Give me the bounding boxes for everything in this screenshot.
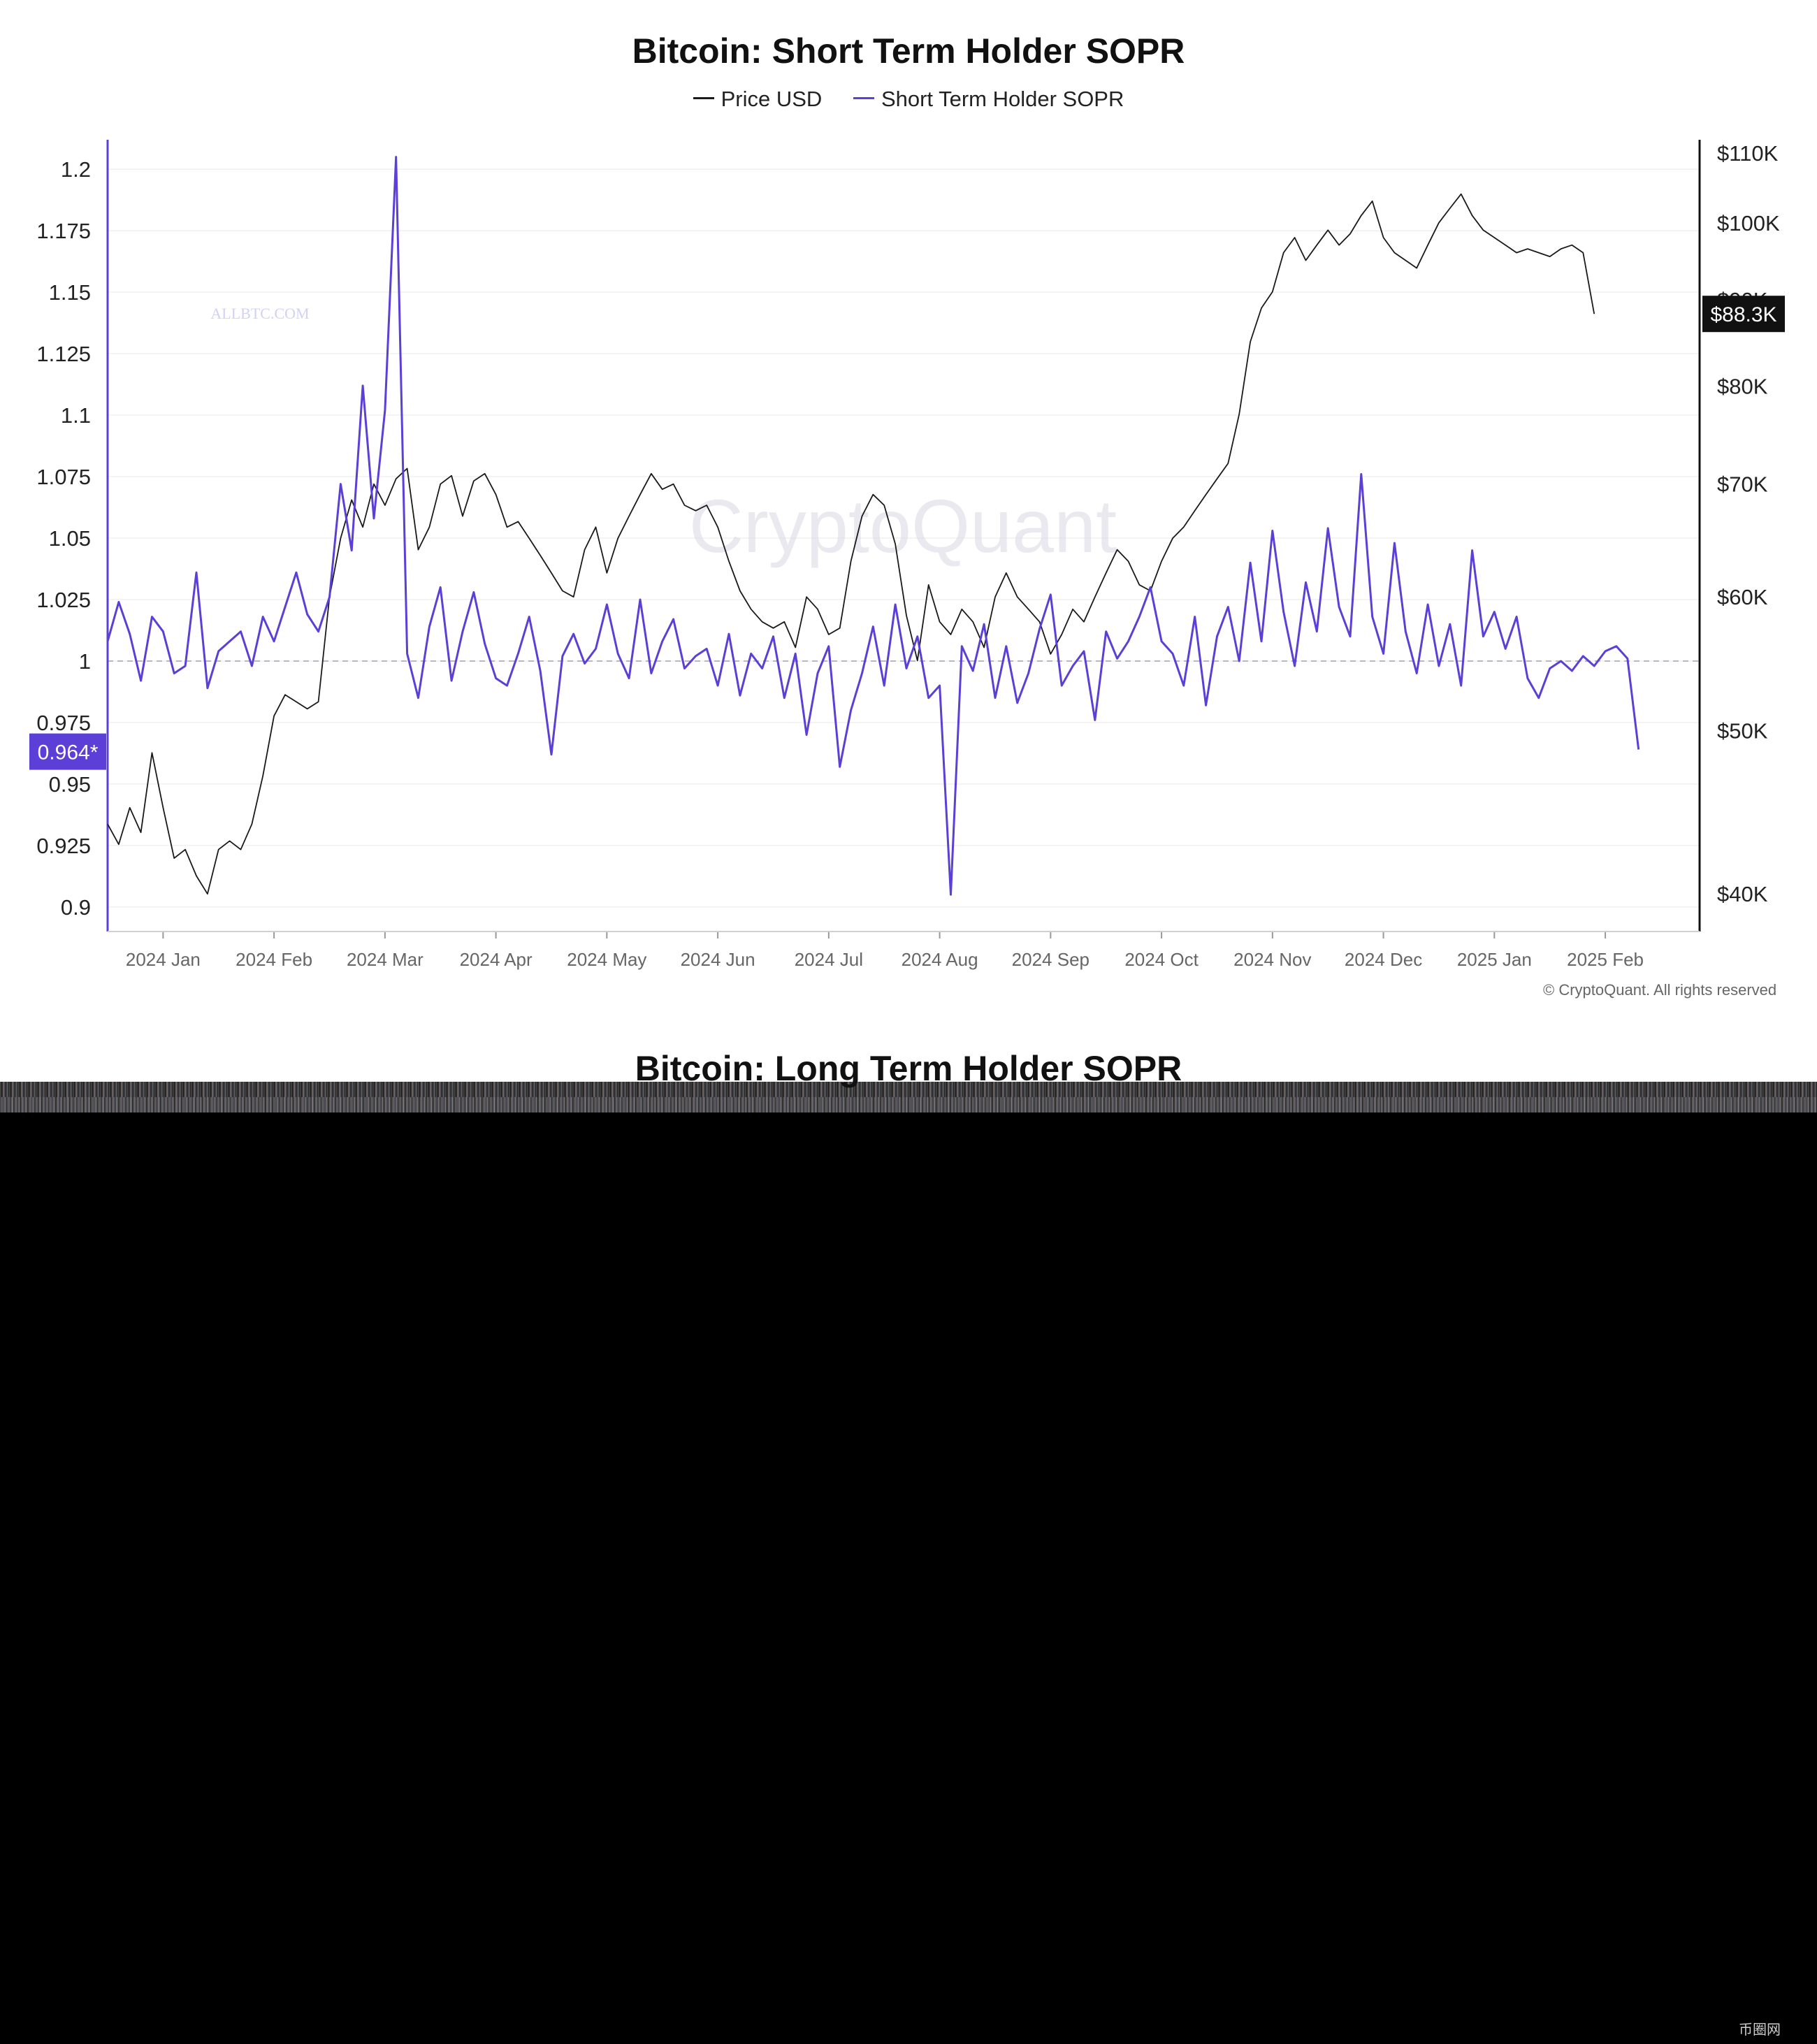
sopr-badge-label: 0.964*	[38, 741, 99, 764]
x-tick-label: 2025 Feb	[1567, 949, 1644, 970]
x-tick-label: 2024 Oct	[1124, 949, 1199, 970]
right-tick-label: $70K	[1717, 472, 1768, 497]
legend: Price USD Short Term Holder SOPR	[0, 87, 1817, 112]
x-tick-label: 2024 Sep	[1012, 949, 1090, 970]
corner-logo: 币圈网	[1739, 2022, 1781, 2038]
x-tick-label: 2024 Jun	[681, 949, 755, 970]
legend-swatch-price	[693, 97, 714, 100]
left-tick-label: 0.95	[49, 772, 91, 797]
left-tick-label: 1.2	[61, 157, 91, 182]
x-tick-label: 2024 Jan	[126, 949, 201, 970]
x-tick-label: 2024 Jul	[795, 949, 863, 970]
left-tick-label: 0.925	[36, 834, 91, 858]
badge-layer: $88.3K 0.964*	[29, 296, 1785, 770]
chart-title: Bitcoin: Short Term Holder SOPR	[632, 31, 1185, 71]
left-tick-label: 0.9	[61, 895, 91, 920]
right-tick-label: $80K	[1717, 375, 1768, 399]
right-tick-label: $60K	[1717, 585, 1768, 609]
price-badge-label: $88.3K	[1710, 303, 1776, 326]
left-tick-label: 1	[79, 649, 91, 674]
left-tick-label: 1.1	[61, 403, 91, 428]
chart-svg[interactable]: CryptoQuant ALLBTC.COM 0.9 0.925 0.95 0.975…	[0, 0, 1817, 1082]
right-tick-label: $110K	[1717, 141, 1779, 166]
left-tick-label: 1.175	[36, 219, 91, 243]
x-tick-label: 2024 May	[567, 949, 646, 970]
right-tick-label: $40K	[1717, 882, 1768, 906]
x-tick-label: 2024 Dec	[1345, 949, 1422, 970]
left-tick-label: 1.05	[49, 526, 91, 551]
x-tick-label: 2024 Mar	[347, 949, 424, 970]
second-chart-title: Bitcoin: Long Term Holder SOPR	[635, 1049, 1182, 1088]
right-tick-label: $100K	[1717, 211, 1780, 235]
legend-item-price[interactable]: Price USD	[693, 87, 823, 112]
price-badge	[1702, 296, 1785, 333]
x-tick-label: 2025 Jan	[1457, 949, 1532, 970]
copyright-text: © CryptoQuant. All rights reserved	[1543, 981, 1777, 999]
legend-label-sopr: Short Term Holder SOPR	[881, 87, 1124, 111]
left-tick-label: 1.025	[36, 588, 91, 612]
left-tick-label: 1.125	[36, 342, 91, 366]
legend-label-price: Price USD	[721, 87, 823, 111]
legend-swatch-sopr	[853, 97, 874, 100]
x-tick-label: 2024 Nov	[1233, 949, 1311, 970]
legend-item-sopr[interactable]: Short Term Holder SOPR	[853, 87, 1124, 112]
left-tick-label: 1.075	[36, 465, 91, 489]
sopr-badge	[29, 733, 106, 770]
sopr-series-line	[106, 156, 1640, 896]
grid-layer	[108, 168, 1700, 908]
right-tick-label: $50K	[1717, 718, 1768, 743]
chart-panel: Bitcoin: Short Term Holder SOPR Price US…	[0, 0, 1817, 1082]
image-noise-band-secondary	[0, 1097, 1817, 1112]
watermark: CryptoQuant	[689, 484, 1117, 568]
x-tick-label: 2024 Feb	[236, 949, 312, 970]
small-watermark: ALLBTC.COM	[210, 305, 309, 322]
series-layer	[106, 156, 1640, 896]
x-tick-label: 2024 Aug	[902, 949, 978, 970]
left-tick-label: 1.15	[49, 280, 91, 305]
x-tick-label: 2024 Apr	[460, 949, 533, 970]
axes-layer: 0.9 0.925 0.95 0.975 1 1.025 1.05 1.075 1.1 1.125…	[36, 140, 1780, 970]
left-tick-label: 0.975	[36, 711, 91, 735]
